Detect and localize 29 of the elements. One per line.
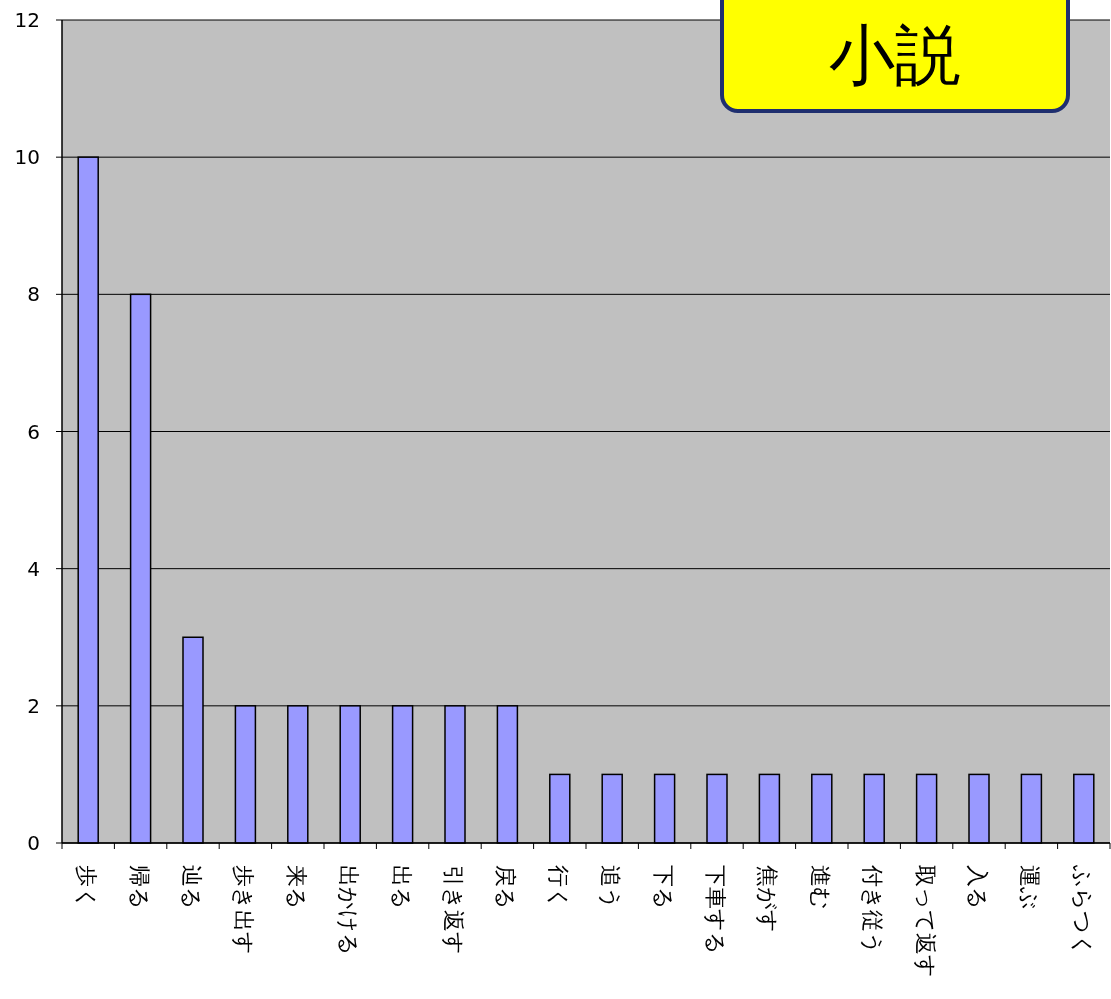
y-tick-label: 12 (14, 8, 40, 32)
x-tick-label: 辿る (179, 865, 204, 910)
x-tick-label: 帰る (126, 865, 152, 910)
x-tick-label: 追う (598, 865, 624, 910)
x-tick-label: 取って返す (912, 865, 938, 978)
picture-title-box: 小説 (720, 0, 1070, 113)
x-tick-label: 出る (388, 865, 414, 910)
x-tick-label: 下る (650, 865, 676, 910)
x-tick-label: 出かける (336, 865, 362, 956)
x-tick-label: 行く (545, 865, 571, 910)
x-tick-label: 入る (965, 865, 990, 910)
y-tick-label: 2 (27, 693, 40, 718)
x-tick-label: 来る (283, 865, 309, 910)
y-tick-label: 4 (27, 556, 40, 581)
x-tick-label: 戻る (493, 865, 519, 910)
y-tick-label: 10 (14, 145, 40, 170)
x-tick-label: 運ぶ (1017, 865, 1043, 910)
x-tick-label: ふらつく (1069, 864, 1095, 957)
x-tick-label: 下車する (703, 865, 728, 955)
x-tick-label: 焦がす (755, 865, 781, 933)
y-tick-label: 6 (27, 419, 40, 444)
x-tick-label: 進む (807, 865, 833, 910)
y-tick-label: 0 (27, 831, 40, 855)
x-tick-label: 付き従う (860, 864, 886, 955)
y-tick-label: 8 (27, 282, 40, 307)
chart-title: 小説 (829, 17, 961, 94)
x-tick-label: 引き返す (441, 865, 466, 955)
x-tick-label: 歩く (74, 865, 100, 910)
x-tick-label: 歩き出す (231, 865, 257, 955)
